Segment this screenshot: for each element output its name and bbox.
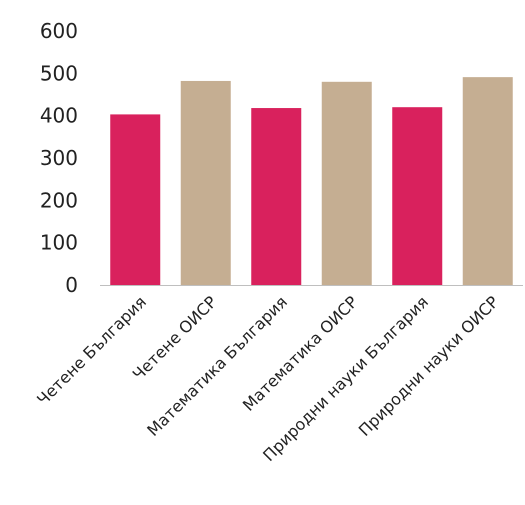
x-category-label: Математика България: [143, 292, 291, 440]
bars: [110, 77, 513, 286]
y-tick-label: 400: [40, 104, 78, 128]
y-axis-ticks: 0 100 200 300 400 500 600: [40, 19, 78, 297]
y-tick-label: 500: [40, 61, 78, 85]
y-tick-label: 600: [40, 19, 78, 43]
y-tick-label: 200: [40, 188, 78, 212]
bar: [251, 108, 302, 285]
bar: [462, 77, 513, 285]
bar: [180, 80, 231, 285]
bar: [321, 81, 372, 285]
bar: [392, 107, 443, 285]
bar: [110, 114, 161, 286]
x-category-label: Математика ОИСР: [239, 292, 362, 415]
y-tick-label: 300: [40, 146, 78, 170]
x-category-label: Природни науки ОИСР: [355, 292, 503, 440]
x-category-label: Четене България: [33, 292, 150, 409]
y-tick-label: 100: [40, 231, 78, 255]
y-tick-label: 0: [65, 273, 78, 297]
